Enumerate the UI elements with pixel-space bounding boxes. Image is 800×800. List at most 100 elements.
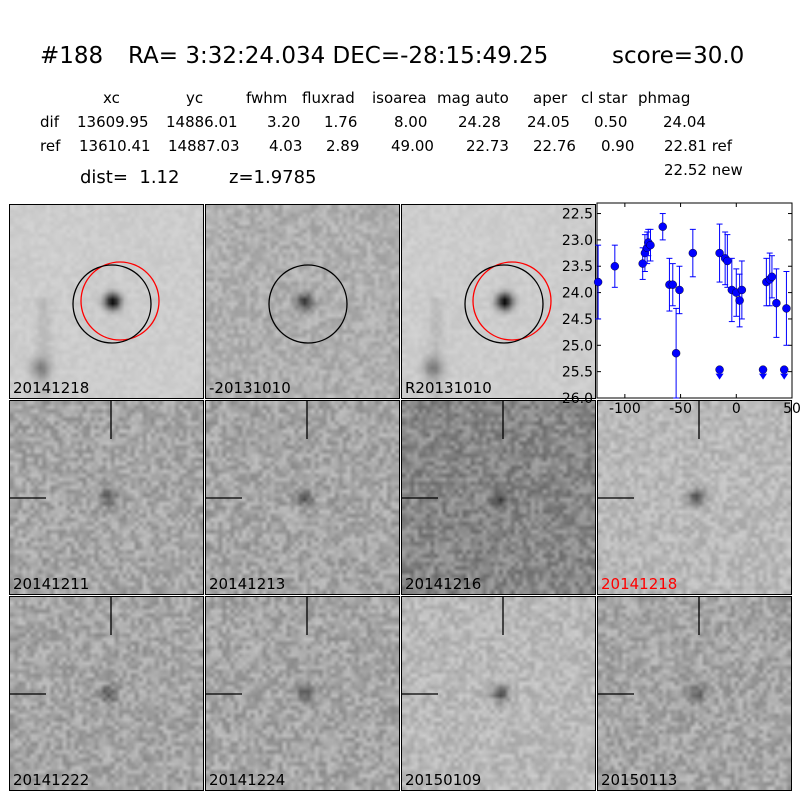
stamp-date-label: 20141218 [601,575,678,593]
stamp-overlay [402,401,504,499]
stamp-date-label: 20150113 [601,771,678,789]
stamp-overlay [598,597,700,695]
stamp-panel: 20141218 [597,400,792,595]
stamp-overlay [464,261,552,344]
stamp-date-label: -20131010 [209,379,291,397]
redshift-value: z=1.9785 [229,167,317,188]
ref-mag-auto: 22.73 [466,137,509,155]
upper-limit-point [779,365,789,374]
ref-cl-star: 0.90 [601,137,635,155]
stamp-panel: 20150109 [401,596,596,791]
data-point [772,298,781,308]
stamp-panel: 20141216 [401,400,596,595]
y-tick-label: 24.0 [562,286,593,302]
row-label-dif: dif [40,113,59,131]
object-id: #188 [40,43,104,69]
dist-value: dist= 1.12 [80,167,180,188]
stamp-overlay [402,597,504,695]
dif-fluxrad: 1.76 [324,113,358,131]
dif-fwhm: 3.20 [267,113,301,131]
y-tick-label: 24.5 [562,312,593,328]
x-tick-label: -100 [609,401,641,417]
col-header-fwhm: fwhm [246,89,288,107]
ref-isoarea: 49.00 [391,137,434,155]
stamp-image [206,205,399,398]
y-tick-label: 26.0 [562,391,593,407]
y-tick-label: 23.0 [562,233,593,249]
data-point [735,296,744,305]
upper-limit-arrow [759,373,768,380]
data-point [671,349,681,358]
plot-frame [596,202,793,399]
data-point [782,304,791,313]
col-header-aper: aper [533,89,568,107]
stamp-date-label: 20141211 [13,575,90,593]
upper-limit-point [758,365,768,374]
row-label-ref: ref [40,137,61,155]
col-header-yc: yc [186,89,204,107]
data-point [737,285,747,295]
stamp-date-label: 20141216 [405,575,482,593]
upper-limit-point [715,365,724,374]
dif-aper: 24.05 [527,113,570,131]
stamp-panel: 20141218 [9,204,204,399]
stamp-date-label: 20141218 [13,379,90,397]
stamp-image [10,205,203,398]
col-header-isoarea: isoarea [372,89,427,107]
ref-yc: 14887.03 [168,137,240,155]
stamp-date-label: R20131010 [405,379,492,397]
upper-limit-arrow [780,373,789,380]
col-header-cl-star: cl star [581,89,628,107]
dif-yc: 14886.01 [166,113,238,131]
stamp-overlay [268,264,348,344]
stamp-date-label: 20141213 [209,575,286,593]
data-point [668,280,677,289]
new-phmag: 22.52 new [664,161,743,179]
col-header-phmag: phmag [638,89,691,107]
dif-xc: 13609.95 [77,113,149,131]
red-aperture-circle [80,261,160,341]
data-point [658,222,667,231]
light-curve-svg: 22.5 23.0 23.5 24.0 24.5 25.0 25.5 26.0 -100 -50 0… [562,202,800,417]
stamp-overlay [206,401,308,499]
stamp-panel: 20150113 [597,596,792,791]
ref-fwhm: 4.03 [269,137,303,155]
black-aperture-circle [268,264,348,344]
dif-mag-auto: 24.28 [458,113,501,131]
stamp-panel: 20141213 [205,400,400,595]
data-point [688,248,698,258]
dif-isoarea: 8.00 [394,113,428,131]
stamp-panel: R20131010 [401,204,596,399]
light-curve-plot: 22.5 23.0 23.5 24.0 24.5 25.0 25.5 26.0 -100 -50 0… [562,202,800,417]
stamp-overlay [598,401,700,499]
data-point [767,272,777,281]
object-coordinates: RA= 3:32:24.034 DEC=-28:15:49.25 [128,43,549,69]
upper-limit-arrow [715,373,724,380]
stamp-image [402,205,595,398]
col-header-mag-auto: mag auto [437,89,509,107]
col-header-fluxrad: fluxrad [302,89,355,107]
data-point [610,262,620,271]
stamp-date-label: 20150109 [405,771,482,789]
y-tick-label: 22.5 [562,207,593,223]
stamp-date-label: 20141222 [13,771,90,789]
y-tick-label: 23.5 [562,259,593,275]
black-aperture-circle [464,264,544,344]
stamp-date-label: 20141224 [209,771,286,789]
data-point [593,277,603,287]
data-point [715,248,724,258]
x-tick-label: 50 [783,401,800,417]
y-tick-label: 25.5 [562,365,593,381]
stamp-panel: 20141211 [9,400,204,595]
ref-aper: 22.76 [533,137,576,155]
stamp-panel: 20141222 [9,596,204,791]
stamp-overlay [72,261,160,344]
stamp-panel: -20131010 [205,204,400,399]
data-point [675,285,684,295]
red-aperture-circle [472,261,552,341]
dif-phmag: 24.04 [663,113,706,131]
stamp-overlay [10,401,112,499]
black-aperture-circle [72,264,152,344]
stamp-overlay [206,597,308,695]
y-tick-label: 25.0 [562,338,593,354]
